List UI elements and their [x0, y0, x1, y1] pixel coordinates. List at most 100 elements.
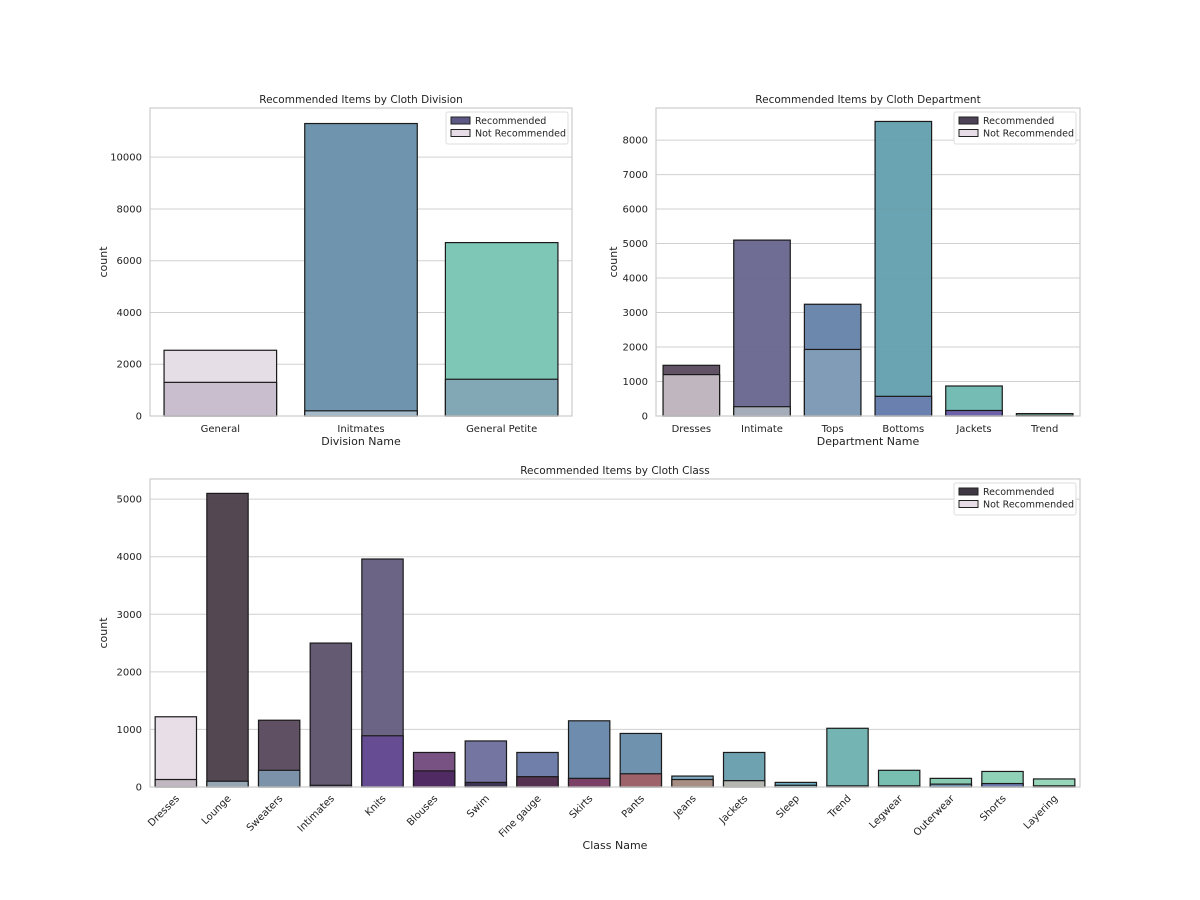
y-tick-label: 5000 — [117, 495, 142, 506]
bar-recommended — [567, 720, 611, 788]
plot-frame — [149, 478, 1081, 788]
x-tick-label: Trend — [826, 793, 854, 821]
x-tick-label: Knits — [363, 793, 388, 818]
legend: Recommended Not Recommended — [953, 111, 1077, 145]
y-tick-label: 2000 — [117, 667, 142, 678]
y-tick-label: 0 — [642, 412, 648, 423]
y-tick-label: 4000 — [117, 552, 142, 563]
x-tick-label: Swim — [465, 793, 492, 820]
bar-not-recommended — [444, 378, 559, 417]
bar-recommended — [877, 769, 921, 788]
x-tick-label: Bottoms — [882, 424, 924, 435]
bar-recommended — [826, 727, 869, 788]
bar-not-recommended — [803, 348, 862, 417]
x-axis-label: Class Name — [583, 839, 648, 852]
bar-not-recommended — [945, 409, 1003, 417]
x-tick-label: Legwear — [867, 793, 905, 831]
legend-swatch — [958, 487, 979, 496]
legend-swatch — [958, 116, 979, 125]
x-tick-label: Intimate — [741, 424, 783, 435]
y-tick-label: 1000 — [623, 377, 648, 388]
x-tick-label: Shorts — [978, 793, 1008, 823]
legend: Recommended Not Recommended — [445, 111, 569, 145]
bar-not-recommended — [304, 410, 418, 417]
x-tick-label: Jeans — [671, 793, 698, 820]
y-tick-label: 2000 — [623, 343, 648, 354]
y-tick-label: 8000 — [117, 204, 142, 215]
legend-swatch — [450, 116, 471, 125]
x-tick-label: Lounge — [200, 793, 234, 827]
bar-not-recommended — [662, 374, 721, 417]
plot-frame — [655, 107, 1081, 417]
chart-0: 0 2000 4000 6000 8000 10000 General Initmates Ge… — [97, 94, 573, 448]
legend-box — [445, 111, 569, 145]
x-tick-label: Dresses — [146, 793, 182, 829]
chart-title: Recommended Items by Cloth Department — [755, 94, 980, 106]
y-tick-label: 3000 — [117, 610, 142, 621]
bar-not-recommended — [733, 406, 791, 417]
bar-not-recommended — [671, 778, 714, 788]
y-tick-label: 2000 — [117, 360, 142, 371]
x-tick-label: Blouses — [405, 793, 440, 828]
bar-not-recommended — [874, 395, 933, 417]
bar-not-recommended — [412, 770, 456, 788]
bar-not-recommended — [257, 769, 301, 788]
y-axis-label: count — [97, 246, 110, 278]
bar-not-recommended — [722, 780, 766, 788]
chart-title: Recommended Items by Cloth Division — [259, 94, 463, 106]
chart-2: 0 1000 2000 3000 4000 5000 Dresses Lounge Sweate… — [97, 465, 1081, 852]
legend-swatch — [958, 500, 979, 508]
bar-not-recommended — [516, 776, 559, 788]
bar-recommended — [304, 122, 418, 417]
bar-recommended — [464, 740, 508, 788]
bar-not-recommended — [464, 781, 508, 788]
y-tick-label: 6000 — [117, 256, 142, 267]
x-tick-label: Sleep — [775, 793, 802, 820]
y-tick-label: 4000 — [117, 308, 142, 319]
legend-label: Not Recommended — [983, 129, 1074, 140]
x-tick-label: General Petite — [466, 424, 537, 435]
x-tick-label: Jackets — [717, 793, 750, 826]
y-tick-label: 0 — [136, 412, 142, 423]
legend-label: Not Recommended — [983, 500, 1074, 511]
bar-recommended — [874, 120, 933, 417]
bar-recommended — [309, 642, 353, 788]
bar-not-recommended — [154, 778, 198, 788]
x-tick-label: Tops — [821, 424, 844, 435]
bar-not-recommended — [206, 780, 249, 788]
chart-1: 0 1000 2000 3000 4000 5000 6000 7000 8000 Dresses… — [607, 94, 1081, 448]
x-axis-label: Department Name — [817, 435, 920, 448]
bar-recommended — [154, 716, 198, 788]
y-tick-label: 6000 — [623, 205, 648, 216]
legend-swatch — [958, 129, 979, 137]
y-tick-label: 10000 — [110, 153, 142, 164]
x-tick-label: Initmates — [337, 424, 384, 435]
bar-not-recommended — [361, 735, 404, 788]
y-tick-label: 3000 — [623, 308, 648, 319]
legend-swatch — [450, 129, 471, 137]
bar-recommended — [733, 239, 791, 417]
y-tick-label: 8000 — [623, 136, 648, 147]
x-tick-label: Layering — [1022, 793, 1060, 831]
legend: Recommended Not Recommended — [953, 482, 1077, 516]
legend-label: Not Recommended — [475, 129, 566, 140]
y-axis-label: count — [607, 246, 620, 278]
y-tick-label: 0 — [136, 783, 142, 794]
x-axis-label: Division Name — [321, 435, 401, 448]
x-tick-label: Fine gauge — [497, 793, 544, 840]
x-tick-label: Jackets — [955, 424, 991, 435]
legend-label: Recommended — [983, 487, 1054, 498]
bar-not-recommended — [619, 773, 663, 788]
x-tick-label: Trend — [1030, 424, 1058, 435]
bar-recommended — [206, 492, 249, 788]
y-axis-label: count — [97, 617, 110, 649]
plot-frame — [149, 107, 573, 417]
x-tick-label: General — [201, 424, 240, 435]
bar-not-recommended — [163, 381, 278, 417]
y-tick-label: 1000 — [117, 725, 142, 736]
x-tick-label: Skirts — [568, 793, 596, 821]
bar-not-recommended — [567, 777, 611, 788]
legend-label: Recommended — [983, 116, 1054, 127]
